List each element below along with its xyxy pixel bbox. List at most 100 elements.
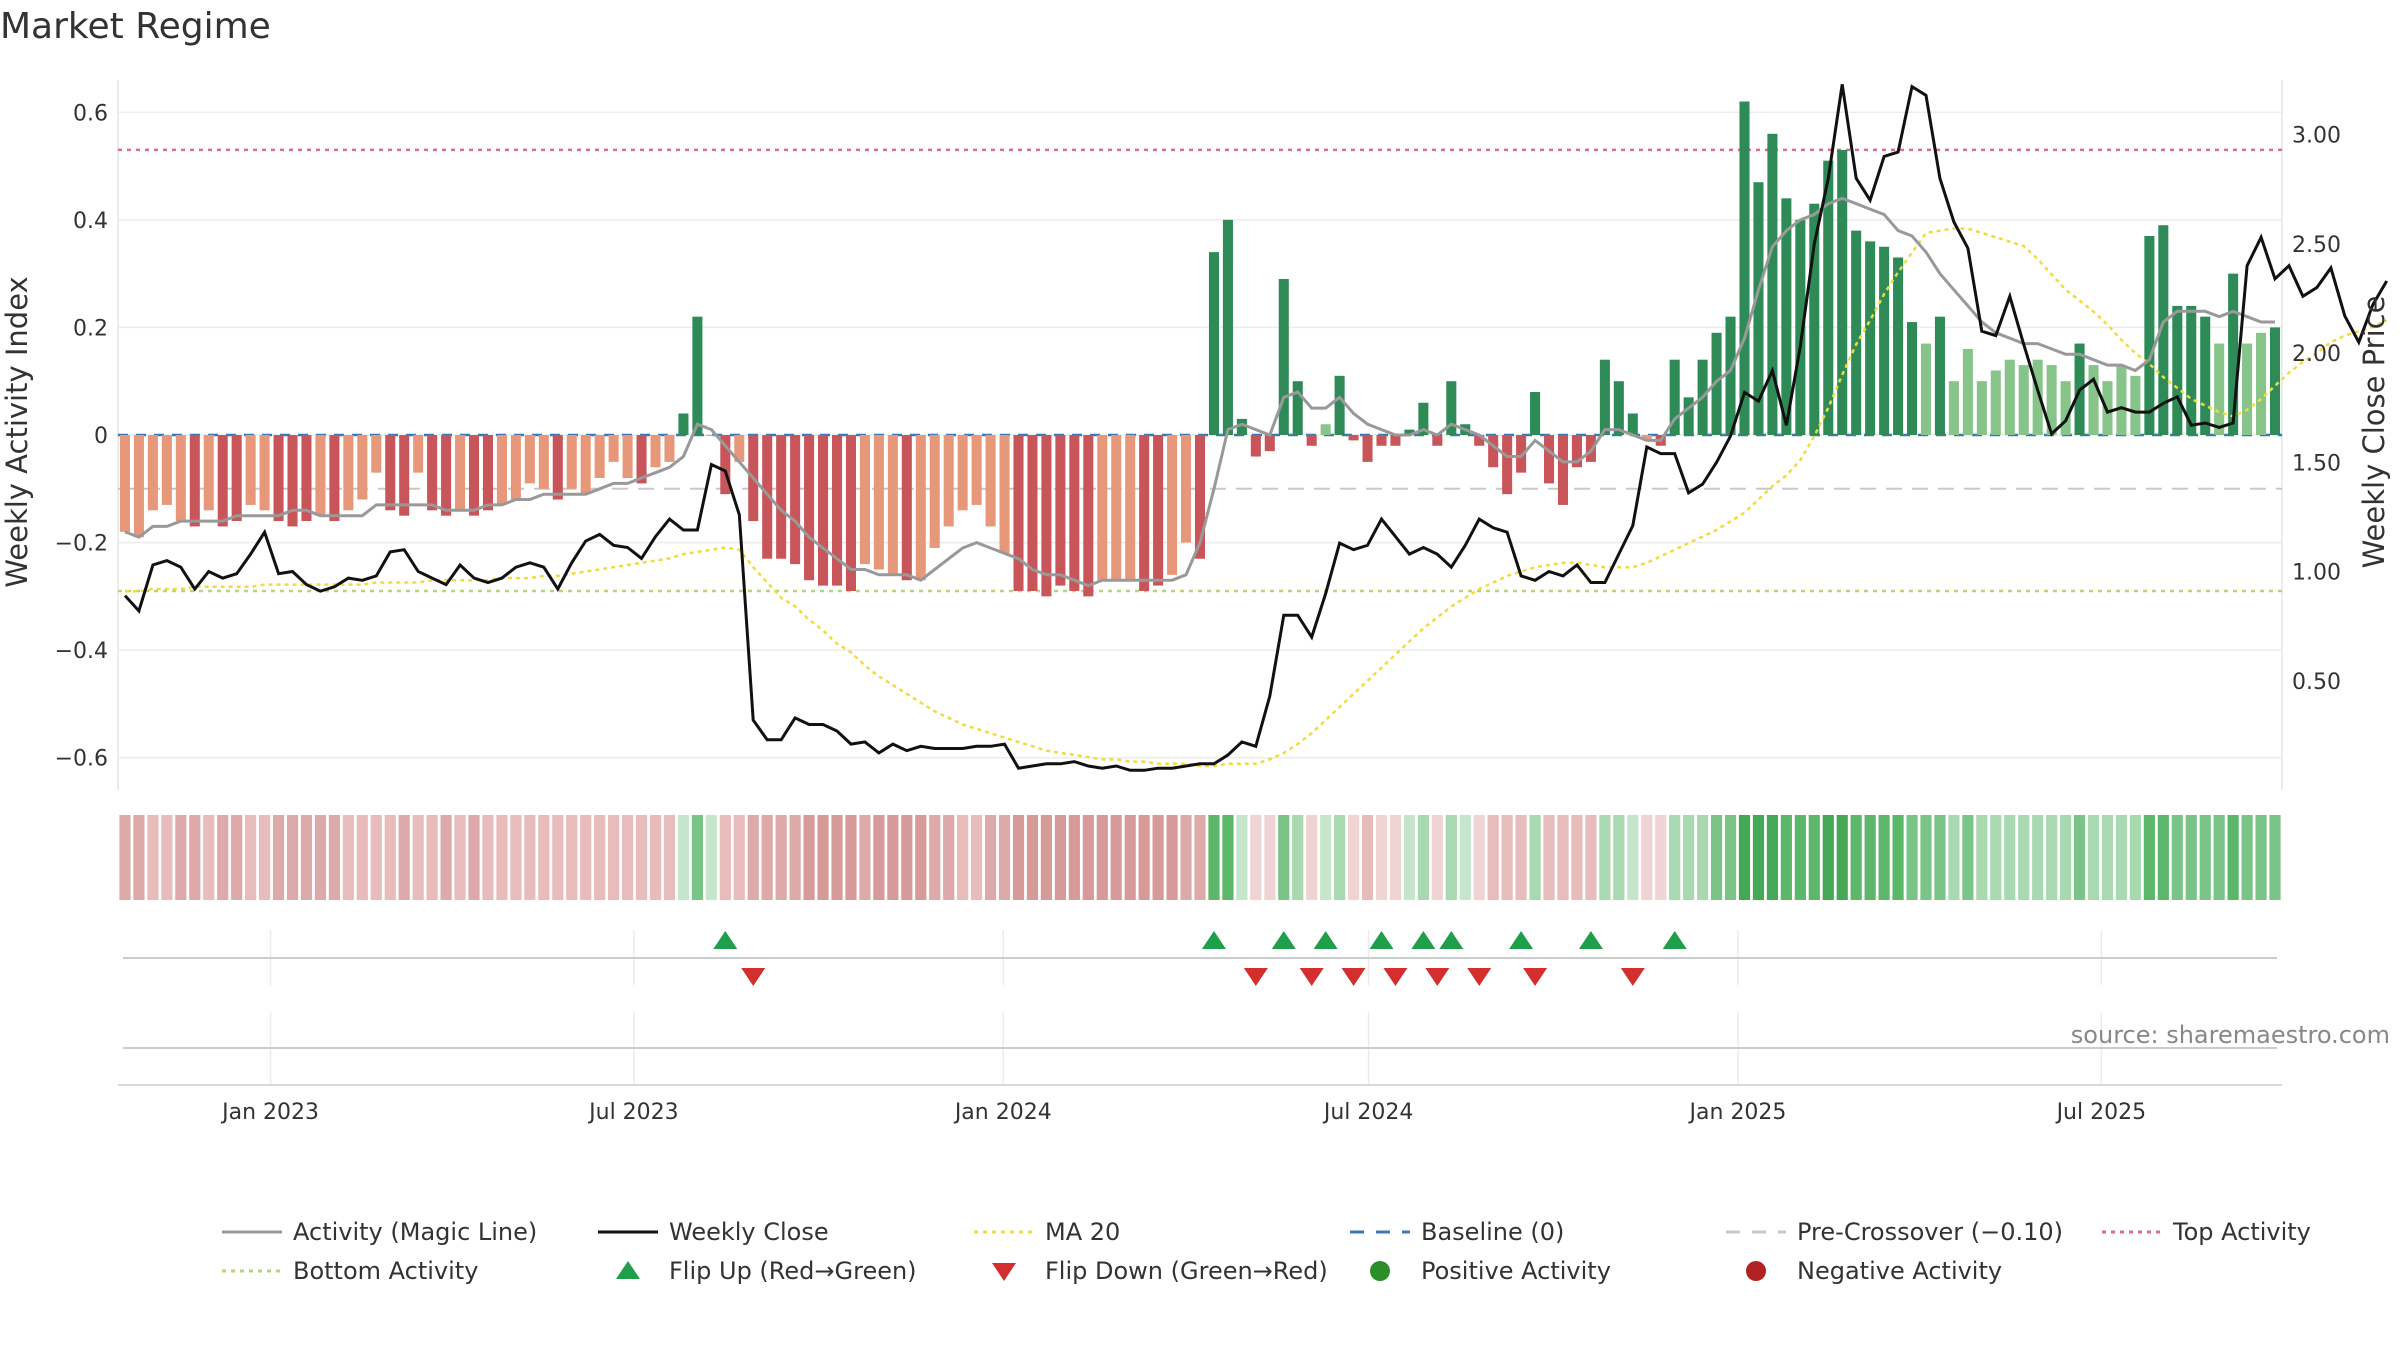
activity-bar [482,435,494,511]
regime-cell [1068,815,1080,900]
activity-bar [2256,332,2267,435]
regime-cell [300,815,313,900]
regime-cell [1166,815,1178,900]
x-tick-label: Jul 2025 [2055,1100,2147,1125]
activity-bar [594,435,605,479]
activity-bar [1376,435,1387,446]
legend-label: Positive Activity [1421,1257,1611,1285]
regime-cell [984,815,997,900]
activity-bar [1544,435,1555,484]
regime-cell [1599,815,1611,900]
activity-bar [1823,160,1834,435]
regime-cell [957,815,969,900]
activity-bar [2004,359,2015,435]
regime-cell [384,815,396,900]
regime-cell [398,815,410,900]
regime-cell [1180,815,1192,900]
activity-bar [1222,219,1233,435]
activity-bar [1837,149,1848,435]
activity-bar [175,435,186,522]
activity-bar [2158,225,2169,435]
regime-cell [831,815,843,900]
legend-item: Positive Activity [1370,1257,1611,1285]
regime-cell [1808,815,1820,900]
activity-bar [1181,435,1192,543]
flip-down-marker [1383,968,1408,986]
flip-down-marker [1341,968,1366,986]
regime-cell [677,815,690,900]
regime-cell [998,815,1011,900]
activity-bar [538,435,549,489]
y2-axis-ticks: 3.00 2.50 2.00 1.50 1.00 0.50 [2292,124,2341,695]
regime-cell [1906,815,1918,900]
activity-bar [287,435,298,527]
activity-bar [371,435,382,473]
legend-label: Activity (Magic Line) [293,1218,537,1246]
regime-cell [328,815,340,900]
regime-cell [1334,815,1346,900]
regime-cell [2004,815,2016,900]
y2-tick-label: 0.50 [2292,670,2341,695]
y2-tick-label: 1.00 [2292,561,2341,586]
y2-tick-label: 3.00 [2292,124,2341,149]
activity-bar [1264,435,1275,452]
activity-bar [119,435,131,532]
regime-cell [887,815,899,900]
regime-cell [1012,815,1025,900]
y-tick-label: −0.6 [55,747,108,772]
regime-cell [1026,815,1039,900]
regime-cell [1571,815,1583,900]
activity-bar [1041,435,1052,597]
activity-bar [1404,429,1415,435]
activity-bar [1851,230,1862,435]
activity-bar [1557,435,1569,505]
activity-bar [231,435,242,522]
legend-item: Activity (Magic Line) [222,1218,537,1246]
y-tick-label: −0.4 [55,639,108,664]
activity-bar [2032,359,2043,435]
activity-bar [1906,322,1918,435]
activity-bar [1153,435,1164,586]
regime-cell [1306,815,1318,900]
regime-cell [2143,815,2155,900]
flip-up-marker [1578,931,1603,949]
activity-bar [1920,343,1932,435]
regime-cell [272,815,285,900]
regime-cell [2157,815,2169,900]
regime-cell [1320,815,1332,900]
activity-bar [1879,246,1890,435]
activity-bar [1292,381,1303,435]
activity-bar [357,435,368,500]
legend-label: Bottom Activity [293,1257,478,1285]
regime-cell [1236,815,1248,900]
activity-bar [1613,381,1624,435]
magic-line [124,196,2275,588]
activity-bar [273,435,284,522]
legend-item: Flip Down (Green→Red) [992,1257,1328,1285]
legend-item: MA 20 [974,1218,1120,1246]
activity-bar [1516,435,1527,473]
activity-bar [1865,241,1876,435]
regime-cell [789,815,801,900]
regime-cell [1655,815,1667,900]
activity-bar [1990,370,2001,435]
series-lines [123,84,2388,772]
regime-cell [1724,815,1737,900]
regime-cell [147,815,159,900]
regime-cell [1710,815,1723,900]
regime-cell [1375,815,1388,900]
activity-bar [2186,305,2197,435]
legend-label: Negative Activity [1797,1257,2002,1285]
legend-triangle-down-icon [992,1263,1016,1281]
activity-bar [147,435,158,511]
regime-cell [566,815,578,900]
activity-bar [734,435,745,462]
regime-cell [175,815,187,900]
activity-bar [1125,435,1136,581]
activity-bar [2046,365,2057,435]
activity-bar [510,435,521,500]
legend: Activity (Magic Line) Weekly Close MA 20 Ba… [222,1218,2311,1285]
activity-bar [1278,279,1289,435]
activity-bar [1795,219,1806,435]
x-tick-label: Jul 2023 [587,1100,679,1125]
